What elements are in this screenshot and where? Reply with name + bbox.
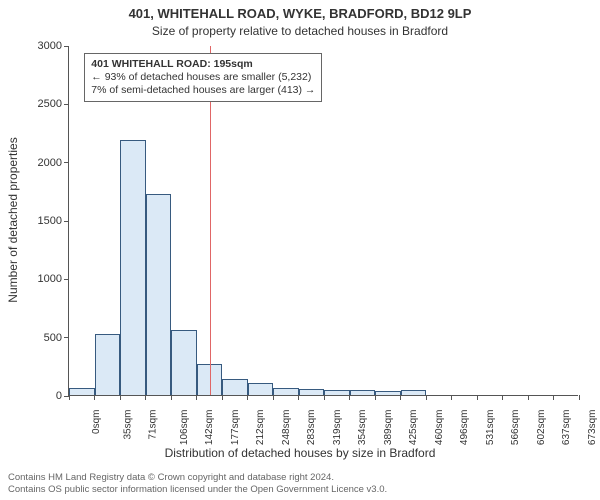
x-tick-label: 248sqm [281, 410, 292, 446]
histogram-bar [375, 391, 401, 395]
x-tick-label: 35sqm [122, 410, 133, 440]
chart-title-address: 401, WHITEHALL ROAD, WYKE, BRADFORD, BD1… [0, 6, 600, 21]
x-tick-mark [375, 395, 376, 400]
x-tick-label: 106sqm [179, 410, 190, 446]
x-tick-label: 354sqm [357, 410, 368, 446]
x-tick-label: 460sqm [434, 410, 445, 446]
x-tick-mark [400, 395, 401, 400]
x-tick-mark [451, 395, 452, 400]
x-tick-label: 177sqm [230, 410, 241, 446]
x-tick-mark [324, 395, 325, 400]
y-tick-mark [64, 337, 69, 338]
x-tick-label: 531sqm [485, 410, 496, 446]
x-tick-mark [298, 395, 299, 400]
histogram-bar [350, 390, 376, 395]
x-tick-label: 283sqm [306, 410, 317, 446]
right-arrow-icon: → [305, 84, 316, 96]
y-tick-mark [64, 46, 69, 47]
x-tick-label: 0sqm [91, 410, 102, 434]
y-tick-label: 500 [44, 332, 62, 344]
histogram-bar [324, 390, 350, 395]
histogram-bar [95, 334, 121, 395]
x-tick-mark [222, 395, 223, 400]
y-tick-mark [64, 221, 69, 222]
histogram-bar [171, 330, 197, 395]
x-tick-mark [502, 395, 503, 400]
x-tick-label: 212sqm [255, 410, 266, 446]
histogram-bar [248, 383, 274, 395]
attribution-text: Contains HM Land Registry data © Crown c… [8, 472, 592, 496]
attribution-line-2: Contains OS public sector information li… [8, 484, 387, 495]
annotation-box: 401 WHITEHALL ROAD: 195sqm ← 93% of deta… [84, 53, 322, 102]
x-tick-mark [247, 395, 248, 400]
x-tick-mark [145, 395, 146, 400]
x-tick-mark [273, 395, 274, 400]
annotation-property-size: 401 WHITEHALL ROAD: 195sqm [91, 58, 252, 70]
y-axis-label: Number of detached properties [6, 137, 20, 302]
x-tick-label: 319sqm [332, 410, 343, 446]
y-tick-label: 1500 [38, 215, 62, 227]
x-tick-label: 142sqm [204, 410, 215, 446]
y-tick-mark [64, 162, 69, 163]
x-tick-label: 496sqm [459, 410, 470, 446]
histogram-bar [69, 388, 95, 395]
x-tick-mark [553, 395, 554, 400]
x-tick-mark [528, 395, 529, 400]
x-tick-mark [349, 395, 350, 400]
histogram-bar [222, 379, 248, 395]
left-arrow-icon: ← [91, 71, 102, 83]
x-tick-mark [426, 395, 427, 400]
y-tick-label: 2500 [38, 98, 62, 110]
y-tick-mark [64, 104, 69, 105]
histogram-bar [273, 388, 299, 395]
annotation-smaller: 93% of detached houses are smaller (5,23… [105, 71, 312, 83]
x-tick-label: 673sqm [587, 410, 598, 446]
y-tick-label: 3000 [38, 40, 62, 52]
x-axis-label: Distribution of detached houses by size … [0, 446, 600, 460]
chart-container: 401, WHITEHALL ROAD, WYKE, BRADFORD, BD1… [0, 0, 600, 500]
histogram-bar [120, 140, 146, 396]
x-tick-label: 602sqm [536, 410, 547, 446]
histogram-bar [146, 194, 172, 395]
y-tick-mark [64, 396, 69, 397]
y-tick-label: 0 [56, 390, 62, 402]
chart-title-subtitle: Size of property relative to detached ho… [0, 24, 600, 38]
y-tick-mark [64, 279, 69, 280]
x-tick-label: 389sqm [383, 410, 394, 446]
x-tick-mark [94, 395, 95, 400]
y-tick-label: 2000 [38, 157, 62, 169]
attribution-line-1: Contains HM Land Registry data © Crown c… [8, 472, 334, 483]
x-tick-mark [120, 395, 121, 400]
histogram-bar [401, 390, 427, 395]
annotation-larger: 7% of semi-detached houses are larger (4… [91, 84, 302, 96]
x-tick-mark [196, 395, 197, 400]
y-tick-label: 1000 [38, 273, 62, 285]
x-tick-label: 71sqm [148, 410, 159, 440]
x-tick-label: 425sqm [408, 410, 419, 446]
histogram-bar [299, 389, 325, 395]
x-tick-mark [579, 395, 580, 400]
x-tick-label: 637sqm [561, 410, 572, 446]
plot-area: 401 WHITEHALL ROAD: 195sqm ← 93% of deta… [68, 46, 578, 396]
x-tick-mark [171, 395, 172, 400]
x-tick-mark [477, 395, 478, 400]
x-tick-label: 566sqm [510, 410, 521, 446]
